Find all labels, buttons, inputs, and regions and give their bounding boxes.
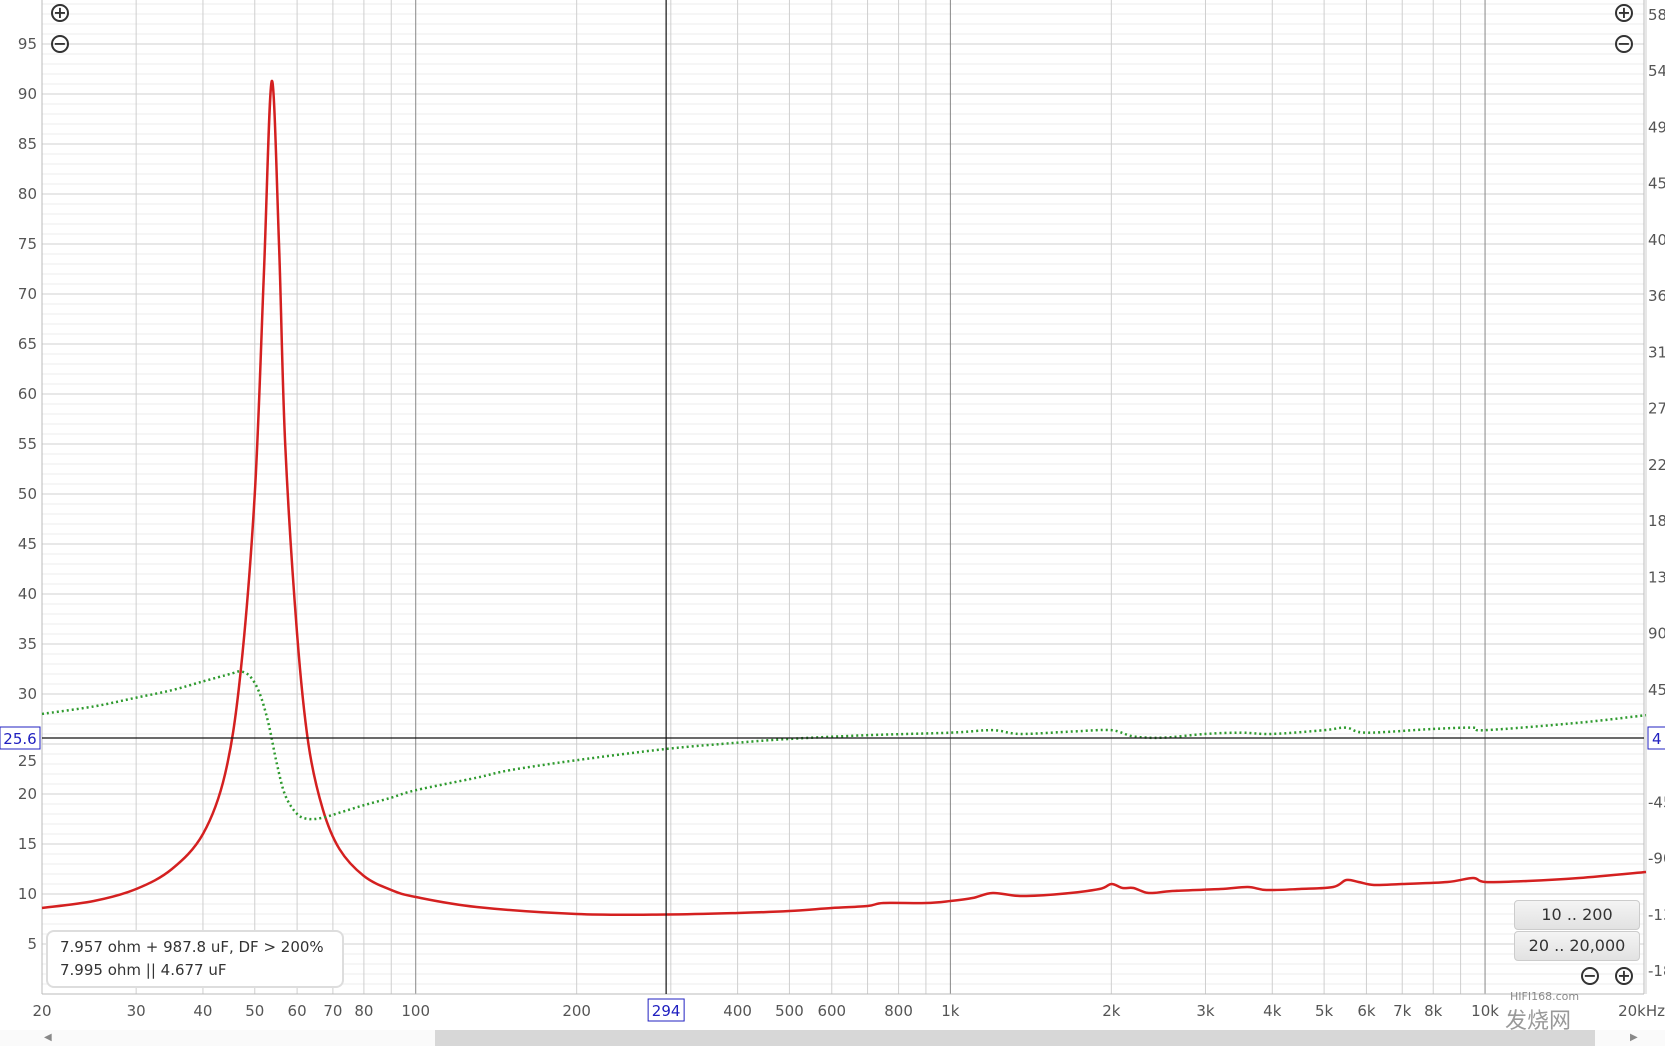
x-tick-label: 100 [401,1002,430,1020]
y-tick-label: 5 [27,935,37,953]
y-tick-label: 90 [18,85,37,103]
x-tick-label: 20 [32,1002,51,1020]
x-tick-label: 600 [817,1002,846,1020]
y-tick-label: 80 [18,185,37,203]
phase-series-line [41,670,1647,821]
impedance-series-line [41,79,1647,917]
y-right-tick-label: 405 [1648,231,1665,249]
zoom-out-x-icon[interactable]: − [1581,967,1599,985]
y-tick-label: 85 [18,135,37,153]
cursor-y-label: 25.6 [3,730,36,748]
x-tick-label: 7k [1393,1002,1412,1020]
y-right-tick-label: 45 [1648,681,1665,699]
x-tick-label: 2k [1102,1002,1121,1020]
y-right-tick-label: 540 [1648,62,1665,80]
x-tick-label: 60 [288,1002,307,1020]
x-tick-label: 10k [1471,1002,1499,1020]
y-right-tick-label: -45 [1648,793,1665,811]
zoom-in-icon[interactable]: + [51,4,69,22]
scroll-right-icon[interactable]: ▶ [1630,1032,1638,1043]
y-right-tick-label: -180 [1648,962,1665,980]
x-tick-label: 70 [323,1002,342,1020]
y-tick-label: 65 [18,335,37,353]
x-tick-label: 5k [1315,1002,1334,1020]
y-tick-label: 30 [18,685,37,703]
x-tick-label: 50 [245,1002,264,1020]
y-right-tick-label: 180 [1648,512,1665,530]
zoom-in-x-icon[interactable]: + [1615,967,1633,985]
x-tick-label: 800 [884,1002,913,1020]
cursor-y-box [0,726,41,750]
y-right-tick-label: 315 [1648,343,1665,361]
cursor-y-right-label: 4 [1652,730,1662,748]
y-right-tick-label: 360 [1648,287,1665,305]
y-right-tick-label: -135 [1648,906,1665,924]
y-right-tick-label: -90 [1648,850,1665,868]
y-tick-label: 55 [18,435,37,453]
zoom-out-icon[interactable]: − [51,35,69,53]
y-right-tick-label: 225 [1648,456,1665,474]
y-right-tick-label: 270 [1648,400,1665,418]
info-line-1: 7.957 ohm + 987.8 uF, DF > 200% [60,938,324,956]
y-right-tick-label: 135 [1648,568,1665,586]
y-tick-label: 50 [18,485,37,503]
range-20-20000-button[interactable]: 20 .. 20,000 [1514,931,1640,961]
y-right-tick-label: 585 [1648,6,1665,24]
cursor-x-label: 294 [652,1002,681,1020]
y-right-tick-label: 450 [1648,175,1665,193]
x-tick-label: 80 [354,1002,373,1020]
y-tick-label: 70 [18,285,37,303]
zoom-out-right-icon[interactable]: − [1615,35,1633,53]
y-tick-label: 40 [18,585,37,603]
y-tick-label: 10 [18,885,37,903]
x-tick-label: 6k [1357,1002,1376,1020]
zoom-in-right-icon[interactable]: + [1615,4,1633,22]
y-tick-label: 95 [18,35,37,53]
scrollbar-thumb[interactable] [435,1030,1595,1046]
y-tick-label: 75 [18,235,37,253]
x-tick-label: 500 [775,1002,804,1020]
info-line-2: 7.995 ohm || 4.677 uF [60,961,227,979]
x-tick-label: 3k [1196,1002,1215,1020]
x-tick-label: 8k [1424,1002,1443,1020]
y-tick-label: 20 [18,785,37,803]
watermark-text: 发烧网 [1505,1009,1572,1034]
y-tick-label: 45 [18,535,37,553]
x-tick-label: 20kHz [1618,1002,1665,1020]
x-tick-label: 30 [127,1002,146,1020]
x-tick-label: 200 [562,1002,591,1020]
cursor-y-right-box [1647,726,1665,750]
scroll-left-icon[interactable]: ◀ [44,1032,52,1043]
y-right-tick-label: 495 [1648,118,1665,136]
cursor-x-box [647,998,685,1022]
y-tick-label: 60 [18,385,37,403]
watermark-url: HIFI168.com [1510,990,1580,1003]
y-tick-label: 25 [18,752,37,770]
info-box: 7.957 ohm + 987.8 uF, DF > 200% 7.995 oh… [46,930,344,988]
x-tick-label: 4k [1263,1002,1282,1020]
x-tick-label: 400 [723,1002,752,1020]
range-10-200-button[interactable]: 10 .. 200 [1514,900,1640,930]
y-right-tick-label: 90 [1648,625,1665,643]
y-tick-label: 35 [18,635,37,653]
y-tick-label: 15 [18,835,37,853]
x-tick-label: 40 [193,1002,212,1020]
x-tick-label: 1k [941,1002,960,1020]
